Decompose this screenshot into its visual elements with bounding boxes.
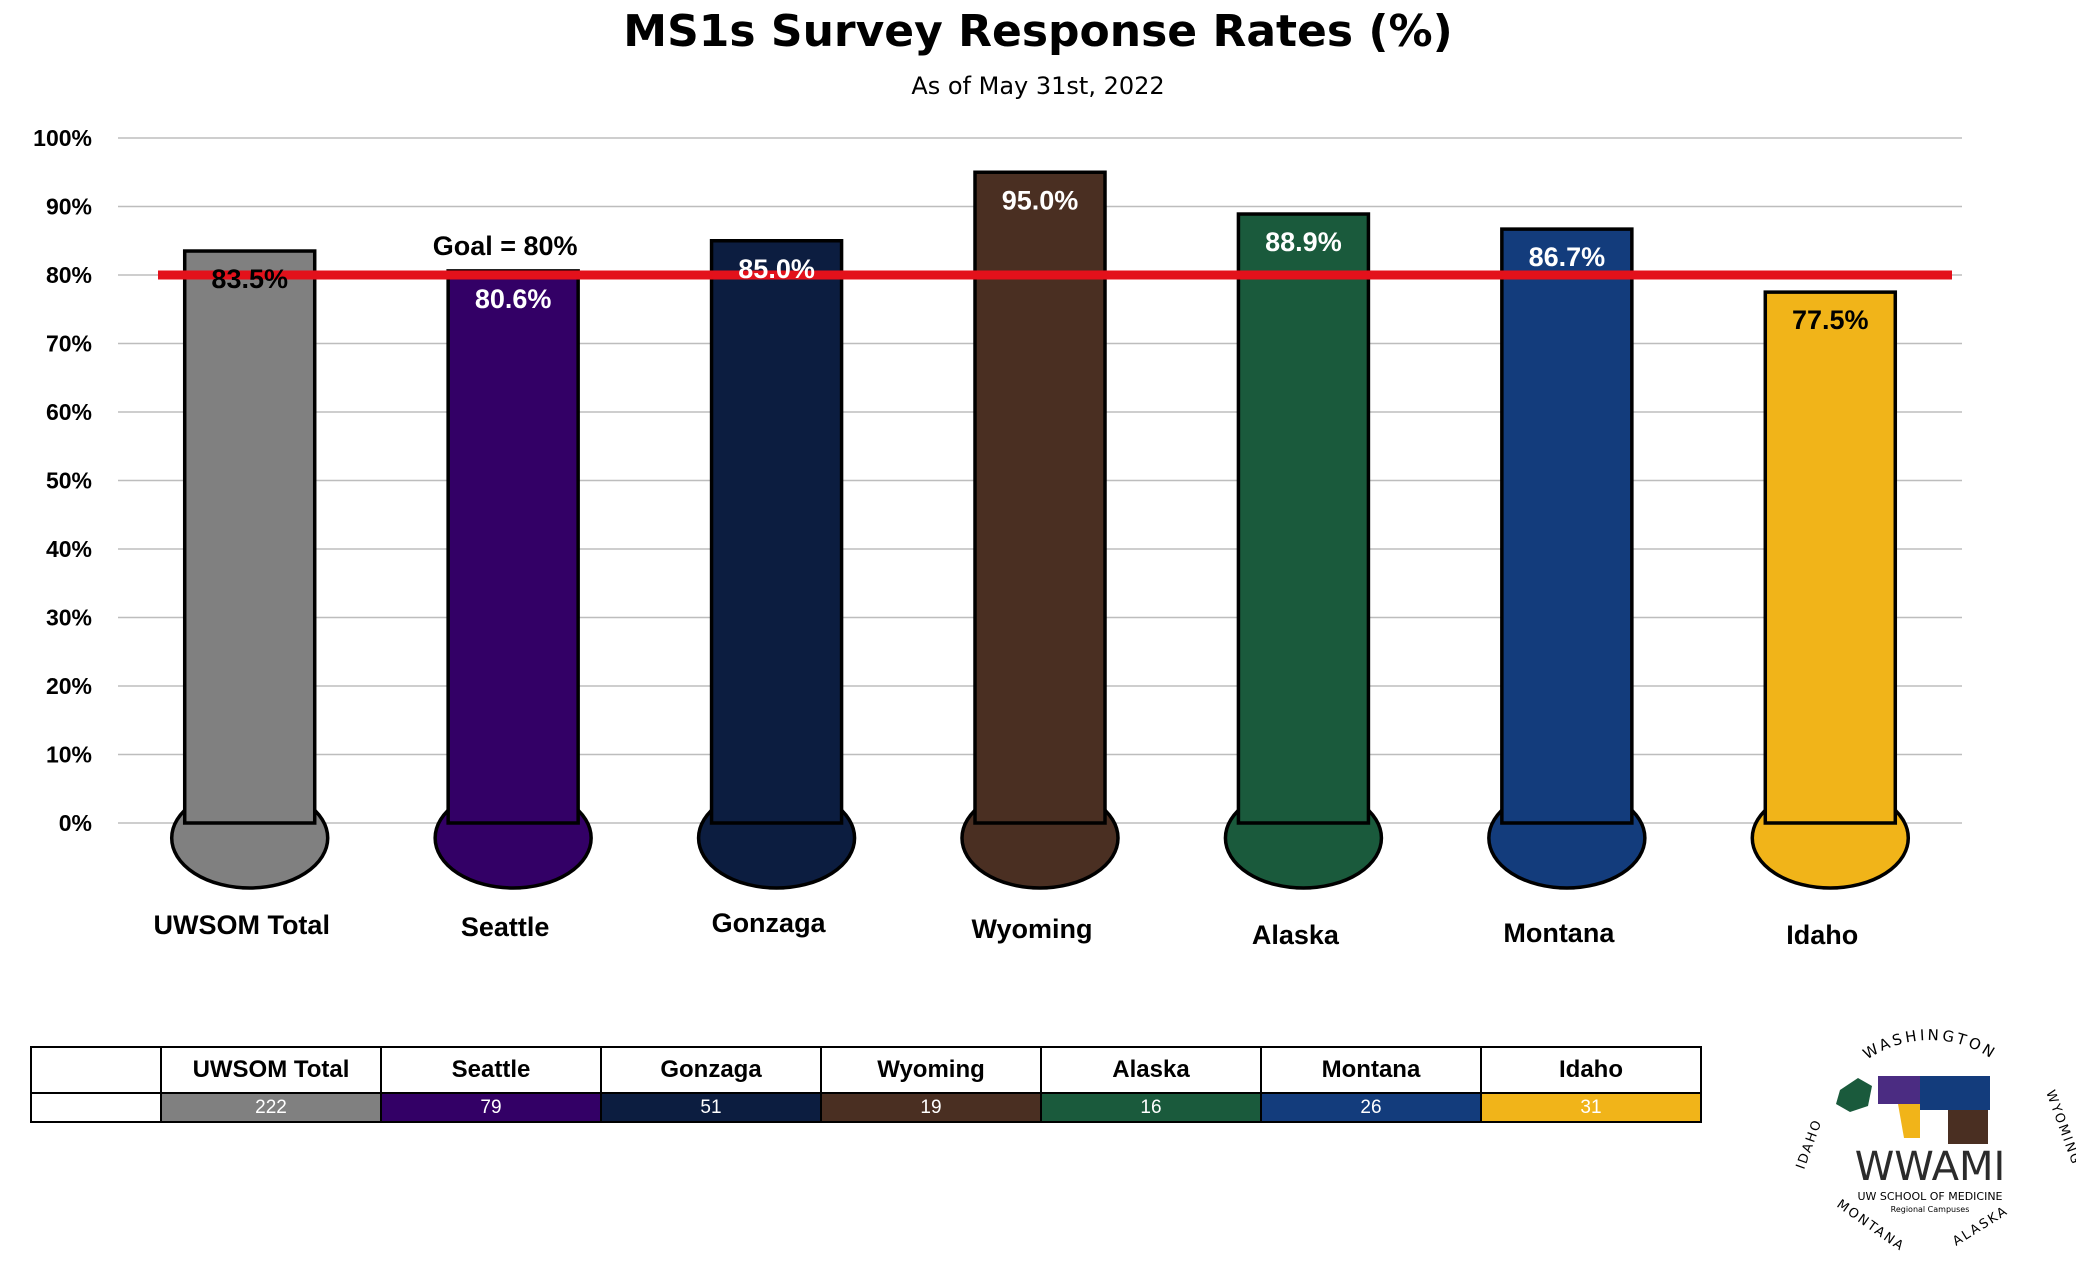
table-cell: 26 (1260, 1092, 1482, 1123)
data-label: 80.6% (475, 284, 552, 314)
table-corner-cell (30, 1046, 162, 1094)
table-header-cell: Seattle (380, 1046, 602, 1094)
labels: 83.5% UWSOM Total 80.6% Seattle 85.0% Gonzaga… (153, 185, 1868, 950)
y-tick-label: 100% (33, 125, 92, 151)
bar (1763, 290, 1898, 825)
category-label: Wyoming (972, 914, 1093, 944)
bar (973, 170, 1107, 825)
y-tick-label: 70% (46, 331, 92, 357)
category-label: Montana (1503, 918, 1615, 948)
table-row-label: Completed (30, 1092, 162, 1123)
data-label: 85.0% (738, 254, 815, 284)
data-label: 95.0% (1002, 185, 1079, 215)
logo-arc-right: WYOMING (2042, 1088, 2076, 1168)
chart-subtitle: As of May 31st, 2022 (911, 72, 1165, 100)
table-header-cell: Gonzaga (600, 1046, 822, 1094)
logo-line1: UW SCHOOL OF MEDICINE (1857, 1190, 2002, 1203)
category-label: Alaska (1252, 920, 1340, 950)
table-cell: 79 (380, 1092, 602, 1123)
y-tick-label: 60% (46, 399, 92, 425)
goal-label: Goal = 80% (433, 231, 578, 261)
chart-title: MS1s Survey Response Rates (%) (623, 6, 1453, 57)
y-axis-ticks: 0% 10% 20% 30% 40% 50% 60% 70% 80% 90% 100% (33, 125, 92, 836)
table-header-cell: UWSOM Total (160, 1046, 382, 1094)
bars (169, 170, 1911, 890)
y-tick-label: 20% (46, 673, 92, 699)
category-label: Gonzaga (712, 908, 827, 938)
goal-line-group: Goal = 80% (158, 231, 1952, 280)
data-label: 77.5% (1792, 305, 1869, 335)
bar (1236, 212, 1371, 825)
y-tick-label: 50% (46, 468, 92, 494)
logo-line2: Regional Campuses (1891, 1205, 1970, 1214)
bar (709, 239, 844, 825)
data-label: 88.9% (1265, 227, 1342, 257)
table-cell: 51 (600, 1092, 822, 1123)
table-cell: 222 (160, 1092, 382, 1123)
logo-name: WWAMI (1855, 1144, 2006, 1190)
table-row: Completed 222 79 51 19 16 26 31 (30, 1092, 1702, 1123)
y-tick-label: 0% (59, 810, 92, 836)
table-header-cell: Wyoming (820, 1046, 1042, 1094)
table-cell: 19 (820, 1092, 1042, 1123)
table-header-cell: Alaska (1040, 1046, 1262, 1094)
table-cell: 31 (1480, 1092, 1702, 1123)
bar (1500, 227, 1634, 825)
category-label: Seattle (461, 912, 550, 942)
data-label: 86.7% (1529, 242, 1606, 272)
table-header-row: UWSOM Total Seattle Gonzaga Wyoming Alaska Mo… (30, 1046, 1702, 1094)
category-label: UWSOM Total (153, 910, 329, 940)
wwami-logo: WASHINGTON IDAHO WYOMING MONTANA ALASKA … (1794, 1026, 2076, 1255)
completed-table: UWSOM Total Seattle Gonzaga Wyoming Alaska Mo… (30, 1046, 1702, 1123)
logo-map-shapes (1836, 1076, 1990, 1144)
data-label: 83.5% (211, 264, 288, 294)
bar (446, 269, 580, 825)
logo-arc-text: WASHINGTON (1860, 1026, 2001, 1063)
bar (182, 249, 317, 825)
logo-arc-left: IDAHO (1794, 1117, 1826, 1171)
y-tick-label: 40% (46, 536, 92, 562)
y-tick-label: 90% (46, 194, 92, 220)
y-tick-label: 10% (46, 742, 92, 768)
y-tick-label: 80% (46, 262, 92, 288)
table-header-cell: Idaho (1480, 1046, 1702, 1094)
table-header-cell: Montana (1260, 1046, 1482, 1094)
category-label: Idaho (1786, 920, 1858, 950)
y-tick-label: 30% (46, 605, 92, 631)
table-cell: 16 (1040, 1092, 1262, 1123)
bar-chart: 0% 10% 20% 30% 40% 50% 60% 70% 80% 90% 100% Goal =… (33, 125, 1962, 950)
